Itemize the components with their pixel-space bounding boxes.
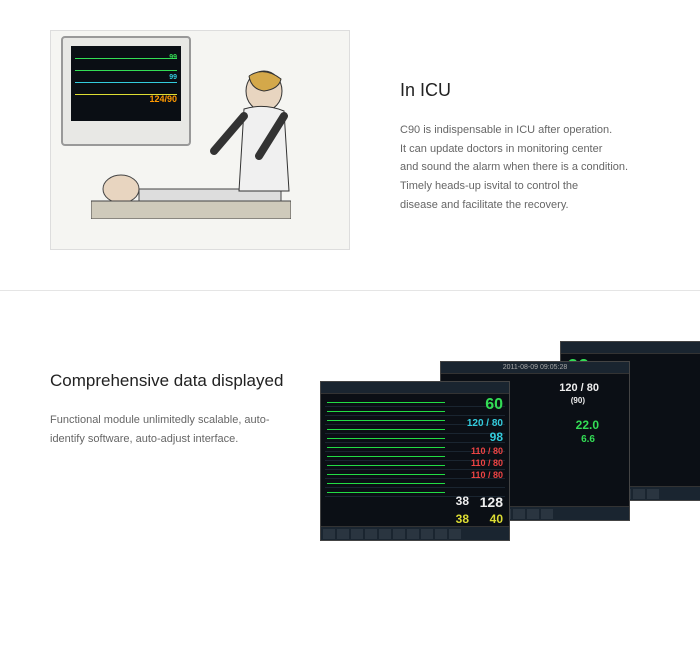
screen1-v1: 38: [456, 494, 469, 508]
screen1-v2x: 110 / 80: [471, 470, 503, 480]
screen1-v2: 128: [480, 494, 503, 510]
icu-section: 99 99 124/90 In ICU C90 is indispensable…: [0, 0, 700, 291]
data-display-section: Comprehensive data displayed Functional …: [0, 291, 700, 591]
screen-header: [561, 342, 700, 354]
data-description: Functional module unlimitedly scalable, …: [50, 411, 300, 448]
screen2-bp1: 120 / 80: [559, 382, 599, 394]
screen1-bp3: 110 / 80: [471, 446, 503, 456]
nurse-figure: [209, 61, 329, 221]
monitor-bp-value: 124/90: [149, 94, 177, 104]
monitor-screen-1: 60 120 / 80 98 110 / 80 110 / 80 110 / 8…: [320, 381, 510, 541]
data-title: Comprehensive data displayed: [50, 371, 300, 391]
icu-title: In ICU: [400, 80, 660, 101]
monitor-spo2-value: 99: [169, 74, 177, 81]
monitor-screens-group: 60 120 / 80 98 110 / 80 110 / 80 110 / 8…: [320, 341, 670, 561]
screen1-hr: 60: [485, 396, 503, 414]
screen1-bp1: 120 / 80: [467, 418, 503, 429]
screen-header: [321, 382, 509, 394]
patient-monitor-device: 99 99 124/90: [61, 36, 191, 146]
screen1-v1x: 110 / 80: [471, 458, 503, 468]
screen2-v2: 6.6: [581, 434, 595, 445]
data-text-block: Comprehensive data displayed Functional …: [40, 341, 320, 561]
monitor-hr-value: 99: [169, 54, 177, 61]
screen1-v4: 40: [490, 512, 503, 526]
icu-illustration: 99 99 124/90: [50, 30, 350, 250]
screen1-v3: 38: [456, 512, 469, 526]
screen-toolbar: [321, 526, 509, 540]
screen1-bp2: 98: [490, 430, 503, 444]
icu-text-block: In ICU C90 is indispensable in ICU after…: [350, 30, 660, 250]
screen2-v1: 22.0: [576, 418, 599, 432]
monitor-screen: 99 99 124/90: [71, 46, 181, 121]
icu-description: C90 is indispensable in ICU after operat…: [400, 121, 660, 214]
screen2-bp2: (90): [571, 396, 585, 405]
screen-header: 2011-08-09 09:05:28: [441, 362, 629, 374]
